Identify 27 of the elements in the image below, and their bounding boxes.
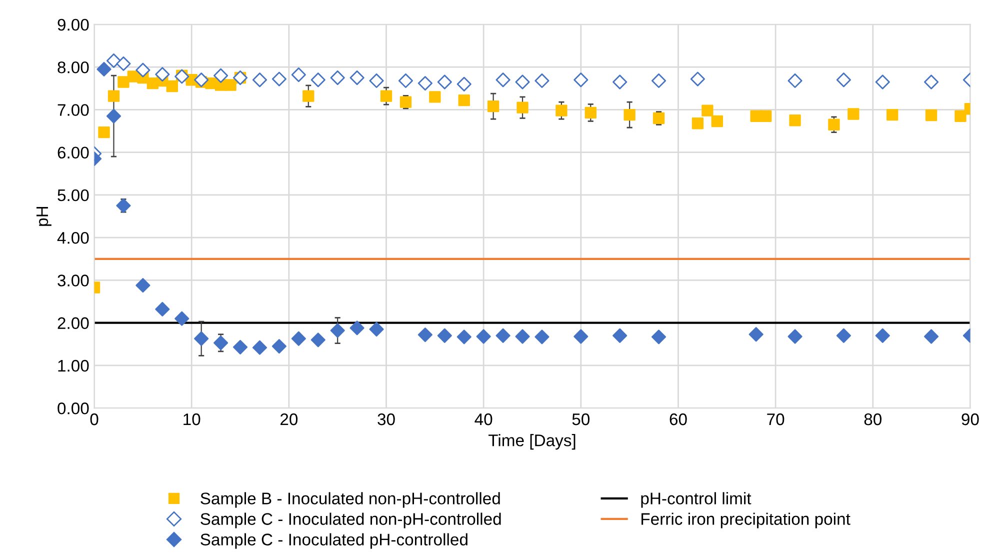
y-tick-label: 2.00 [58, 317, 89, 330]
x-tick-label: 40 [474, 413, 492, 426]
x-tick-label: 20 [280, 413, 298, 426]
y-tick-label: 4.00 [57, 232, 89, 244]
y-tick-label: 3.00 [58, 274, 89, 286]
legend-label: Sample C - Inoculated pH-controlled [200, 533, 468, 549]
y-tick-label: 5.00 [58, 189, 89, 202]
x-tick-label: 70 [767, 413, 784, 426]
y-tick-label: 7.00 [58, 104, 89, 116]
y-tick-label: 1.00 [58, 360, 89, 372]
x-axis-title: Time [Days] [488, 434, 576, 450]
x-tick-label: 50 [572, 413, 590, 426]
x-tick-label: 60 [670, 413, 687, 426]
x-tick-label: 0 [90, 413, 98, 426]
legend-label: pH-control limit [641, 492, 752, 508]
legend-label: Ferric iron precipitation point [642, 512, 850, 528]
x-tick-label: 10 [184, 413, 200, 426]
x-tick-label: 90 [962, 413, 979, 426]
y-tick-label: 0.00 [58, 402, 89, 414]
y-axis-title: pH [36, 206, 52, 226]
x-tick-label: 80 [864, 413, 882, 426]
x-tick-label: 30 [378, 413, 395, 426]
legend-label: Sample C - Inoculated non-pH-controlled [200, 512, 501, 528]
y-tick-label: 9.00 [58, 18, 89, 31]
y-tick-label: 6.00 [58, 146, 89, 159]
y-tick-label: 8.00 [58, 61, 89, 74]
legend-label: Sample B - Inoculated non-pH-controlled [200, 492, 500, 508]
